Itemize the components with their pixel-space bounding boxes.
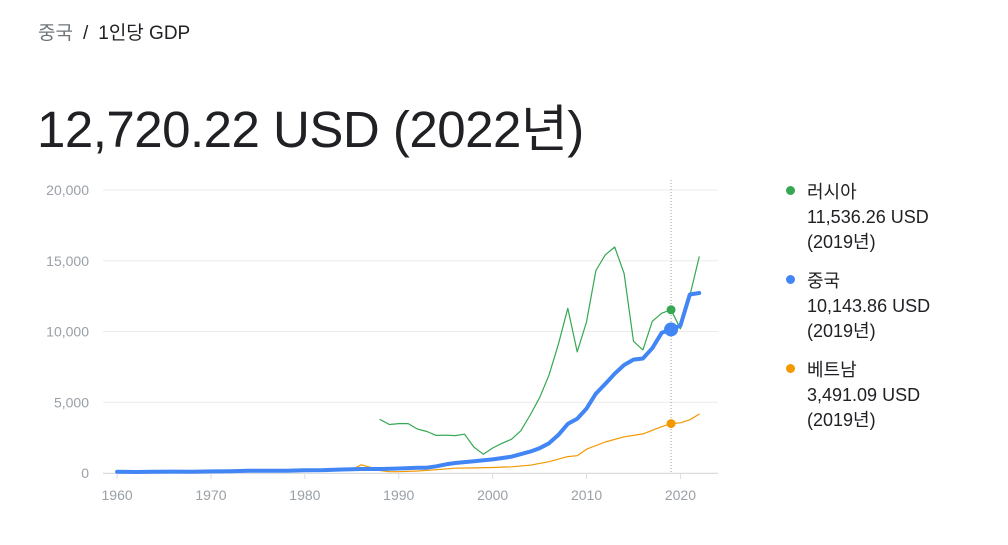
headline-value: 12,720.22 USD (2022년) [37,101,584,158]
legend-dot-russia [786,186,795,195]
series-line [379,246,700,455]
legend-label-russia: 러시아 [807,182,857,202]
legend-item-russia[interactable]: 러시아 11,536.26 USD (2019년) [786,180,996,255]
legend-value-vietnam: 3,491.09 USD [807,385,921,405]
y-tick-label: 10,000 [46,324,89,340]
legend-value-russia: 11,536.26 USD [807,207,929,227]
highlight-point [666,419,676,429]
x-tick-label: 1970 [195,487,226,503]
y-tick-label: 0 [81,465,89,481]
legend-item-vietnam[interactable]: 베트남 3,491.09 USD (2019년) [786,358,996,433]
x-tick-label: 2010 [571,487,602,503]
x-tick-label: 1980 [289,487,320,503]
x-tick-label: 2000 [477,487,508,503]
breadcrumb-current: 1인당 GDP [98,23,191,44]
legend-label-vietnam: 베트남 [807,360,857,380]
legend-dot-china [786,275,795,284]
y-tick-label: 20,000 [46,182,89,198]
series-line [115,291,702,474]
legend-item-china[interactable]: 중국 10,143.86 USD (2019년) [786,269,996,344]
chart-legend: 러시아 11,536.26 USD (2019년) 중국 10,143.86 U… [786,180,996,447]
breadcrumb-country-link[interactable]: 중국 [38,23,73,44]
legend-label-china: 중국 [807,271,841,291]
x-tick-label: 2020 [665,487,696,503]
legend-dot-vietnam [786,364,795,373]
series-line [351,413,700,473]
x-tick-label: 1990 [383,487,414,503]
legend-year-vietnam: (2019년) [807,410,876,430]
highlight-point [664,322,679,337]
breadcrumb: 중국 / 1인당 GDP [38,18,190,45]
gdp-line-chart[interactable]: 0 5,000 10,000 15,000 20,000 1960 1970 1980 1990… [0,170,740,515]
x-tick-label: 1960 [102,487,133,503]
legend-year-china: (2019년) [807,321,876,341]
legend-value-china: 10,143.86 USD [807,296,931,316]
y-tick-label: 5,000 [54,394,89,410]
breadcrumb-separator: / [82,23,89,44]
legend-year-russia: (2019년) [807,232,876,252]
y-tick-label: 15,000 [46,253,89,269]
highlight-point [666,305,676,315]
